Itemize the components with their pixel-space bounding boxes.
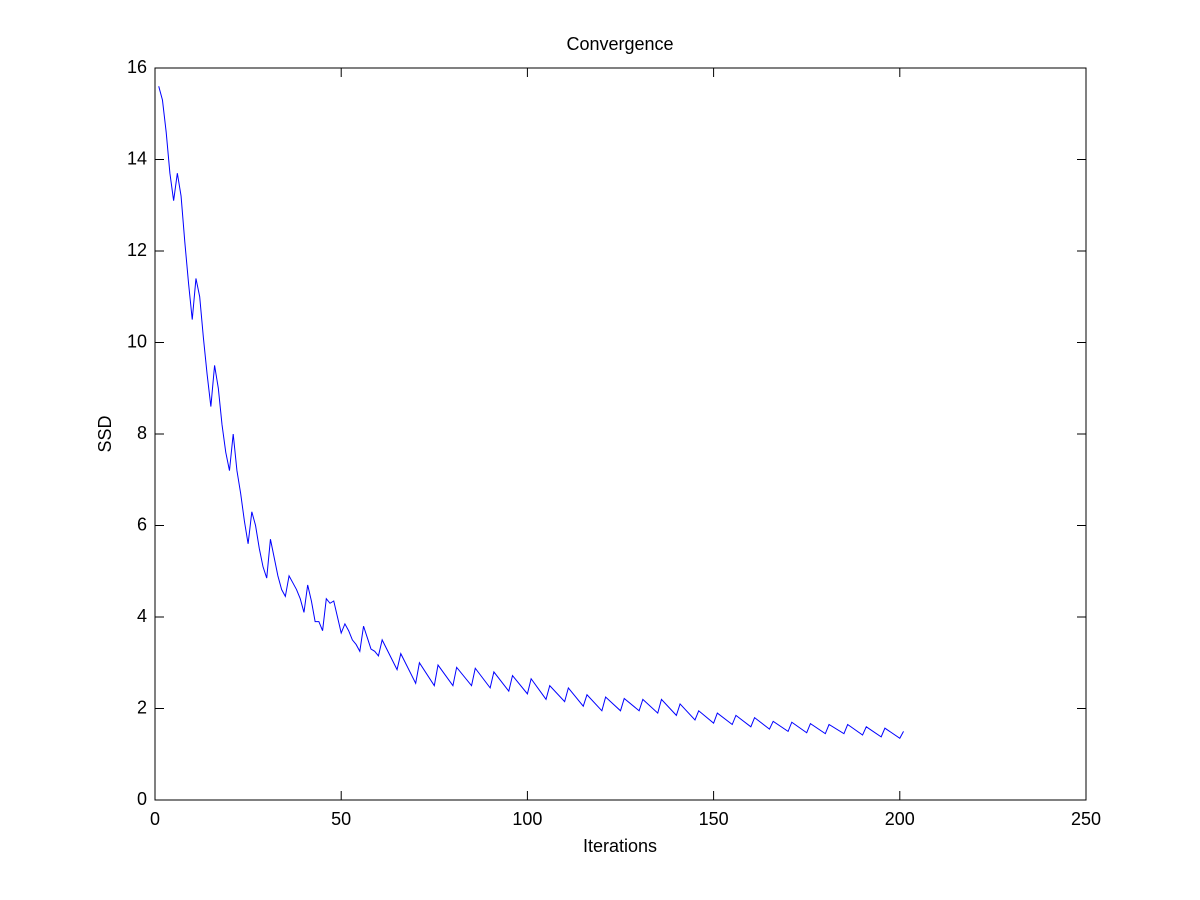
x-axis-label: Iterations [583,836,657,856]
y-tick-label: 6 [137,514,147,534]
y-tick-label: 16 [127,57,147,77]
x-tick-label: 50 [331,809,351,829]
x-tick-label: 150 [699,809,729,829]
data-line [158,86,904,739]
y-tick-label: 2 [137,697,147,717]
x-tick-label: 200 [885,809,915,829]
x-tick-label: 0 [150,809,160,829]
x-tick-label: 100 [512,809,542,829]
x-tick-label: 250 [1071,809,1101,829]
y-tick-label: 8 [137,423,147,443]
y-tick-label: 0 [137,789,147,809]
y-axis-label: SSD [95,415,115,452]
y-tick-label: 10 [127,331,147,351]
plot-frame [154,67,1087,801]
y-tick-label: 12 [127,240,147,260]
y-tick-label: 4 [137,606,147,626]
chart-title: Convergence [566,34,673,54]
y-tick-label: 14 [127,148,147,168]
